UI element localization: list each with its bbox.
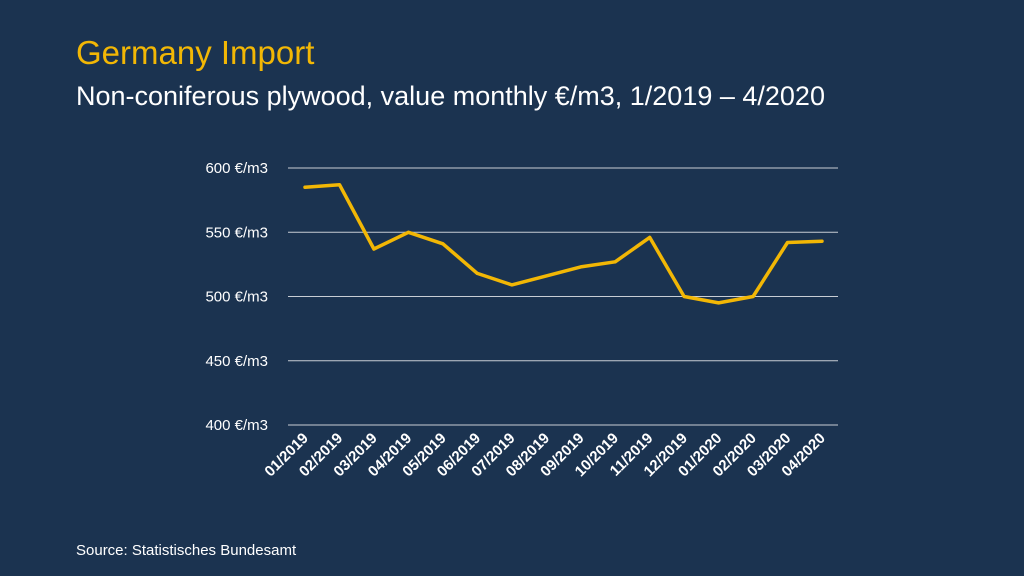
data-point xyxy=(786,241,790,245)
chart-subtitle: Non-coniferous plywood, value monthly €/… xyxy=(76,81,825,111)
y-tick-label: 400 €/m3 xyxy=(205,417,268,434)
grid-lines xyxy=(288,167,838,426)
series-line-0 xyxy=(303,182,824,305)
data-point xyxy=(648,235,652,239)
data-point xyxy=(682,295,686,298)
data-point xyxy=(372,247,376,251)
data-point xyxy=(613,260,617,264)
y-tick-label: 500 €/m3 xyxy=(205,289,268,306)
data-point xyxy=(406,230,410,234)
data-point xyxy=(510,283,514,287)
data-point xyxy=(717,301,721,305)
data-point xyxy=(337,183,341,187)
data-point xyxy=(441,242,445,246)
series-lines xyxy=(303,182,824,305)
y-axis-ticks: 400 €/m3 450 €/m3 500 €/m3 550 €/m3 600 €/m3 xyxy=(205,160,268,434)
x-axis-ticks: 01/201902/201903/201904/201905/201906/20… xyxy=(261,430,828,480)
y-tick-label: 550 €/m3 xyxy=(205,224,268,241)
source-note: Source: Statistisches Bundesamt xyxy=(76,542,297,559)
data-point xyxy=(579,265,583,269)
data-point xyxy=(820,239,824,243)
y-tick-label: 450 €/m3 xyxy=(205,353,268,370)
data-point xyxy=(751,295,755,298)
data-point xyxy=(475,271,479,275)
chart-title: Germany Import xyxy=(76,34,315,71)
y-tick-label: 600 €/m3 xyxy=(205,160,268,177)
data-point xyxy=(544,274,548,278)
data-point xyxy=(303,185,307,189)
